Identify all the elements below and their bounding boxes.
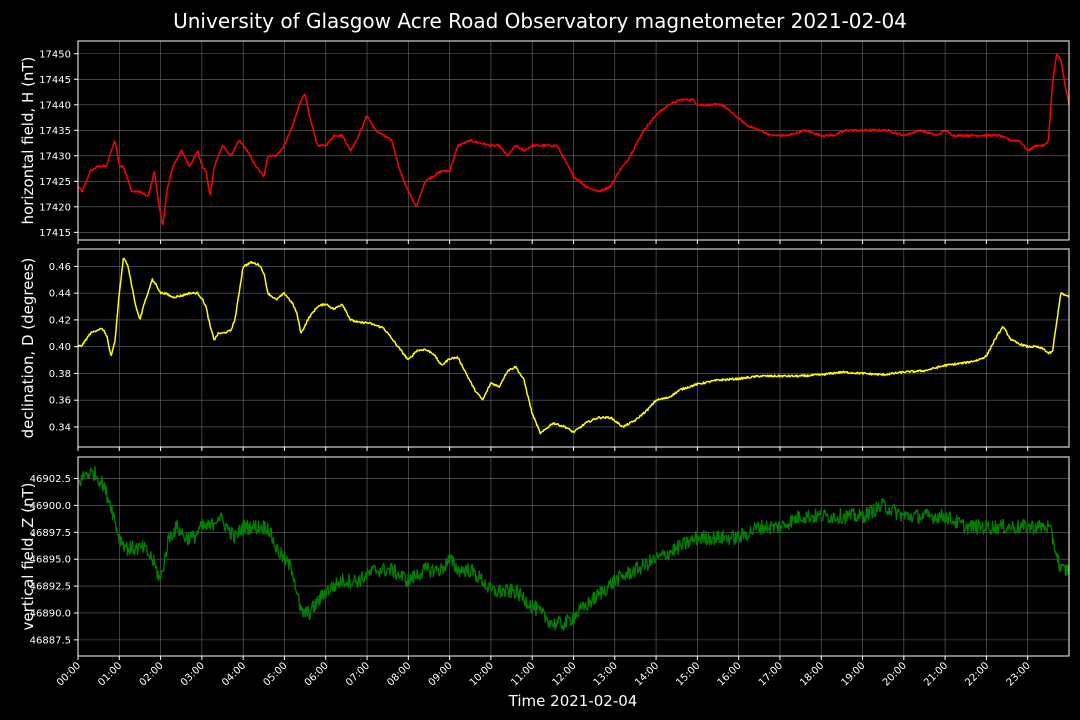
y-tick-label: 46900.0 [30, 501, 71, 512]
y-tick-label: 0.42 [49, 315, 71, 326]
declination-panel: 0.34 0.36 0.38 0.40 0.42 0.44 0.46 [49, 248, 1070, 451]
x-tick-label: 04:00 [220, 660, 248, 688]
y-tick-label: 0.34 [49, 422, 71, 433]
x-tick-label: 23:00 [1005, 660, 1033, 688]
y-tick-label: 17430 [39, 151, 71, 162]
x-tick-label: 17:00 [757, 660, 785, 688]
x-tick-label: 20:00 [881, 660, 909, 688]
vertical-field-axis-label: vertical field, Z (nT) [19, 482, 37, 630]
x-tick-label: 05:00 [261, 660, 289, 688]
x-tick-label: 08:00 [385, 660, 413, 688]
y-tick-label: 17420 [39, 202, 71, 213]
horizontal-field-panel: 17415 17420 17425 17430 17435 17440 17445 17450 [39, 40, 1070, 244]
y-tick-label: 0.36 [49, 396, 71, 407]
y-tick-label: 0.44 [49, 289, 71, 300]
x-tick-label: 06:00 [303, 660, 331, 688]
plot-frame [77, 248, 1070, 448]
y-tick-label: 46892.5 [30, 582, 71, 593]
plot-frame [77, 40, 1070, 241]
time-axis-ticks: 00:00 01:00 02:00 03:00 04:00 05:00 06:00 07:00… [55, 660, 1033, 688]
y-tick-label: 46890.0 [30, 608, 71, 619]
vertical-field-panel: 46887.5 46890.0 46892.5 46895.0 46897.5 46900… [30, 456, 1070, 660]
x-tick-label: 03:00 [179, 660, 207, 688]
horizontal-field-axis-label: horizontal field, H (nT) [19, 57, 37, 225]
x-tick-label: 19:00 [840, 660, 868, 688]
plot-frame [77, 456, 1070, 657]
x-tick-label: 10:00 [468, 660, 496, 688]
y-tick-label: 46887.5 [30, 635, 71, 646]
y-tick-label: 0.40 [49, 342, 71, 353]
x-tick-label: 16:00 [716, 660, 744, 688]
y-tick-label: 46902.5 [30, 474, 71, 485]
x-tick-label: 11:00 [509, 660, 537, 688]
x-tick-label: 15:00 [674, 660, 702, 688]
y-tick-label: 17415 [39, 228, 71, 239]
x-tick-label: 22:00 [963, 660, 991, 688]
chart-title: University of Glasgow Acre Road Observat… [173, 9, 907, 33]
y-tick-label: 46897.5 [30, 528, 71, 539]
series-line [77, 52, 1070, 226]
y-tick-label: 0.38 [49, 369, 71, 380]
y-tick-label: 17425 [39, 177, 71, 188]
x-tick-label: 02:00 [138, 660, 166, 688]
y-tick-label: 0.46 [49, 262, 71, 273]
x-tick-label: 00:00 [55, 660, 83, 688]
x-tick-label: 07:00 [344, 660, 372, 688]
x-tick-label: 09:00 [427, 660, 455, 688]
time-axis-label: Time 2021-02-04 [508, 692, 638, 710]
y-tick-label: 17440 [39, 100, 71, 111]
x-tick-label: 13:00 [592, 660, 620, 688]
y-tick-label: 17445 [39, 75, 71, 86]
x-tick-label: 21:00 [922, 660, 950, 688]
series-line [77, 257, 1070, 435]
y-tick-label: 17450 [39, 49, 71, 60]
x-tick-label: 01:00 [96, 660, 124, 688]
y-tick-label: 17435 [39, 126, 71, 137]
x-tick-label: 18:00 [798, 660, 826, 688]
series-line [77, 465, 1070, 632]
x-tick-label: 12:00 [550, 660, 578, 688]
declination-axis-label: declination, D (degrees) [19, 258, 37, 439]
y-tick-label: 46895.0 [30, 555, 71, 566]
x-tick-label: 14:00 [633, 660, 661, 688]
